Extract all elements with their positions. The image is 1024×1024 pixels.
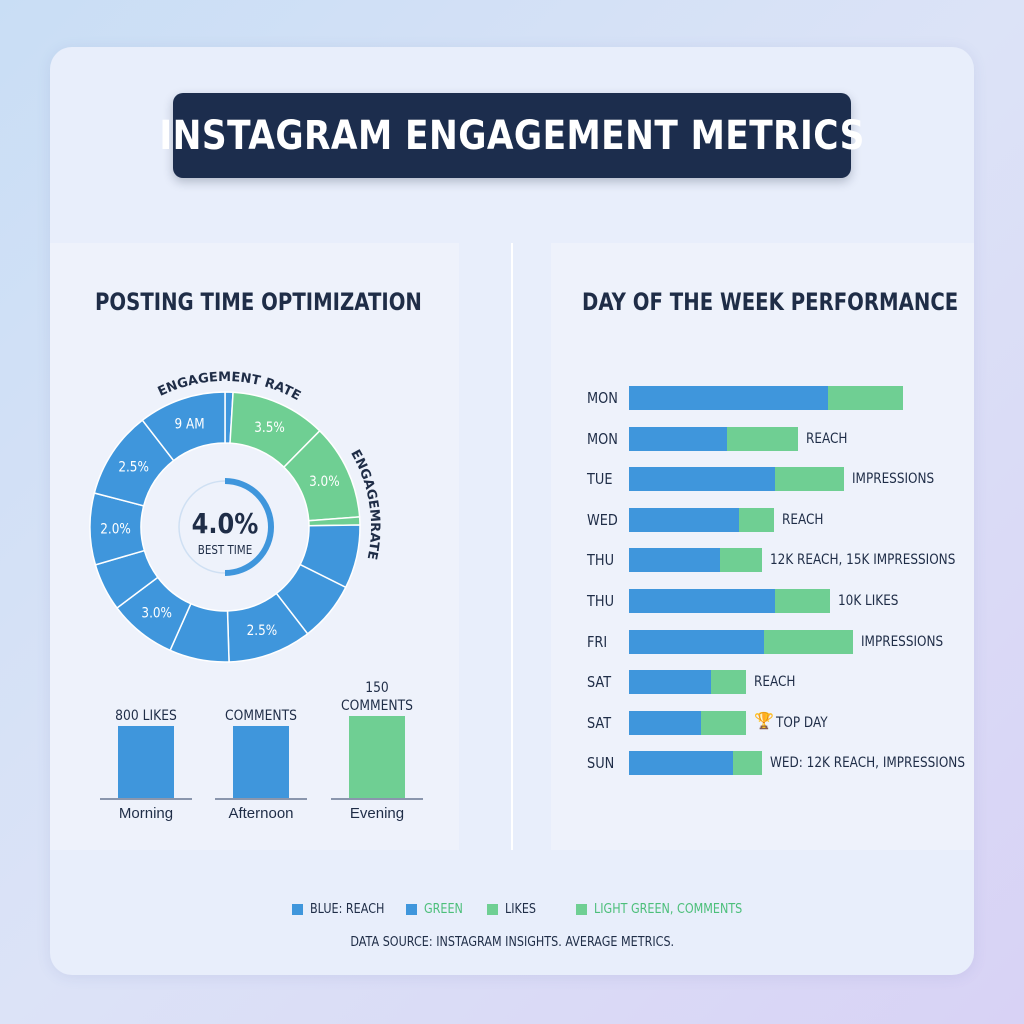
time-column-category: Afternoon	[228, 805, 294, 822]
likes-segment	[739, 507, 774, 532]
reach-segment	[629, 467, 775, 492]
donut-slice-label: 3.5%	[254, 420, 285, 436]
bar-annotation: REACH	[806, 430, 848, 447]
bar-annotation: IMPRESSIONS	[861, 633, 944, 650]
day-label: MON	[587, 429, 618, 448]
day-label: TUE	[587, 470, 613, 489]
day-label: MON	[587, 389, 618, 407]
reach-segment	[629, 629, 764, 654]
day-label: SAT	[587, 673, 612, 692]
column-baseline	[331, 798, 423, 800]
time-column-top-label: 800 LIKES	[115, 708, 177, 724]
legend-swatch	[576, 904, 587, 915]
title-banner: INSTAGRAM ENGAGEMENT METRICS	[159, 93, 864, 178]
donut-slice-label: 3.0%	[141, 606, 172, 622]
center-value: 4.0%	[192, 508, 259, 540]
legend-label: LIGHT GREEN, COMMENTS	[594, 902, 743, 917]
donut-slice	[141, 391, 226, 462]
likes-segment	[764, 629, 853, 654]
bar-annotation: IMPRESSIONS	[852, 471, 935, 488]
day-label: SAT	[587, 713, 612, 732]
likes-segment	[775, 589, 830, 613]
reach-segment	[629, 589, 775, 613]
main-title: INSTAGRAM ENGAGEMENT METRICS	[159, 112, 865, 159]
time-column-bar	[349, 716, 405, 798]
posting-time-title: POSTING TIME OPTIMIZATION	[95, 288, 422, 316]
reach-segment	[629, 507, 739, 532]
legend-item: LIGHT GREEN, COMMENTS	[576, 902, 766, 917]
time-column-top-label: 150	[365, 680, 389, 696]
reach-segment	[629, 710, 701, 735]
legend-swatch	[292, 904, 303, 915]
likes-segment	[711, 670, 746, 695]
reach-segment	[629, 670, 711, 695]
reach-segment	[629, 426, 727, 451]
day-performance-title: DAY OF THE WEEK PERFORMANCE	[582, 288, 959, 316]
day-label: THU	[587, 551, 615, 570]
bar-annotation: 12K REACH, 15K IMPRESSIONS	[770, 552, 956, 569]
panel-divider	[511, 243, 513, 850]
day-label: WED	[587, 510, 618, 529]
legend-swatch	[406, 904, 417, 915]
center-caption: BEST TIME	[198, 543, 252, 557]
bar-annotation: TOP DAY	[776, 714, 828, 731]
trophy-icon: 🏆	[754, 712, 774, 730]
time-column-category: Morning	[118, 805, 174, 822]
likes-segment	[733, 751, 762, 776]
time-column-top-label: COMMENTS	[225, 708, 297, 724]
likes-segment	[828, 386, 903, 410]
legend-item: BLUE: REACH	[292, 902, 397, 917]
legend-item: GREEN	[406, 902, 469, 917]
bar-annotation: WED: 12K REACH, IMPRESSIONS	[770, 755, 965, 772]
donut-slice-label: 9 AM	[175, 417, 205, 433]
donut-slice-label: 3.0%	[309, 474, 340, 490]
legend-label: LIKES	[505, 902, 537, 917]
likes-segment	[701, 710, 746, 735]
time-column-top-label: COMMENTS	[341, 698, 413, 714]
column-baseline	[215, 798, 307, 800]
day-label: THU	[587, 592, 615, 610]
likes-segment	[775, 467, 844, 492]
bar-annotation: REACH	[754, 674, 796, 691]
bar-annotation: 10K LIKES	[838, 593, 899, 609]
donut-slice-label: 2.5%	[118, 460, 149, 476]
day-label: SUN	[587, 754, 615, 773]
legend-label: GREEN	[424, 902, 463, 917]
column-baseline	[100, 798, 192, 800]
day-label: FRI	[587, 632, 608, 651]
time-column-bar	[233, 726, 289, 798]
legend-swatch	[487, 904, 498, 915]
time-column-category: Evening	[349, 805, 405, 822]
time-column-bar	[118, 726, 174, 798]
day-performance-panel	[551, 243, 974, 850]
likes-segment	[727, 426, 798, 451]
likes-segment	[720, 548, 762, 573]
legend-label: BLUE: REACH	[310, 902, 385, 917]
reach-segment	[629, 548, 720, 573]
legend-item: LIKES	[487, 902, 541, 917]
reach-segment	[629, 386, 828, 410]
donut-slice-label: 2.5%	[247, 623, 278, 639]
reach-segment	[629, 751, 733, 776]
bar-annotation: REACH	[782, 511, 824, 528]
footnote: DATA SOURCE: INSTAGRAM INSIGHTS. AVERAGE…	[350, 935, 674, 950]
center-progress-arc	[224, 478, 274, 576]
donut-slice-label: 2.0%	[100, 522, 131, 538]
